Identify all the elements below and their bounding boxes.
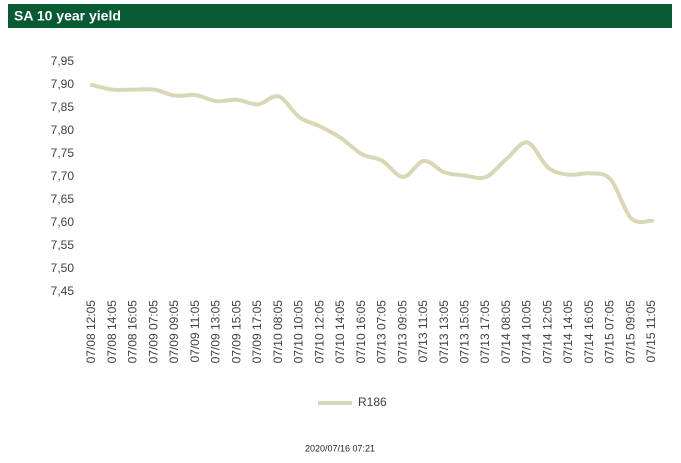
y-tick-label: 7,75 [51, 146, 75, 160]
x-tick-label: 07/14 12:05 [540, 300, 554, 364]
series-line [90, 83, 654, 225]
x-tick-label: 07/13 15:05 [458, 300, 472, 364]
x-tick-label: 07/14 16:05 [582, 300, 596, 364]
x-tick-label: 07/14 14:05 [561, 300, 575, 364]
x-tick-label: 07/14 08:05 [499, 300, 513, 364]
y-tick-label: 7,90 [51, 77, 75, 91]
x-tick-label: 07/15 11:05 [644, 300, 658, 363]
x-tick-label: 07/09 11:05 [188, 300, 202, 363]
x-tick-label: 07/09 17:05 [250, 300, 264, 364]
y-tick-label: 7,95 [51, 54, 75, 68]
x-tick-label: 07/10 14:05 [333, 300, 347, 364]
y-tick-label: 7,55 [51, 238, 75, 252]
y-tick-label: 7,70 [51, 169, 75, 183]
x-tick-label: 07/09 07:05 [146, 300, 160, 364]
x-tick-label: 07/10 10:05 [292, 300, 306, 364]
y-tick-label: 7,60 [51, 215, 75, 229]
x-tick-label: 07/13 17:05 [478, 300, 492, 364]
x-tick-label: 07/13 13:05 [437, 300, 451, 364]
x-tick-label: 07/13 11:05 [416, 300, 430, 363]
y-tick-label: 7,85 [51, 100, 75, 114]
y-tick-label: 7,80 [51, 123, 75, 137]
y-tick-label: 7,45 [51, 284, 75, 298]
x-tick-label: 07/08 16:05 [126, 300, 140, 364]
header-bar [8, 4, 672, 28]
x-tick-label: 07/08 14:05 [105, 300, 119, 364]
footer-timestamp: 2020/07/16 07:21 [305, 443, 375, 453]
x-tick-label: 07/09 09:05 [167, 300, 181, 364]
x-tick-label: 07/10 12:05 [312, 300, 326, 364]
x-tick-label: 07/14 10:05 [520, 300, 534, 364]
x-tick-label: 07/09 15:05 [229, 300, 243, 364]
chart-title: SA 10 year yield [14, 8, 121, 24]
y-tick-label: 7,50 [51, 261, 75, 275]
x-tick-label: 07/10 16:05 [354, 300, 368, 364]
x-tick-label: 07/15 09:05 [623, 300, 637, 364]
x-tick-label: 07/09 13:05 [209, 300, 223, 364]
x-tick-label: 07/10 08:05 [271, 300, 285, 364]
x-tick-label: 07/13 07:05 [375, 300, 389, 364]
x-tick-label: 07/13 09:05 [395, 300, 409, 364]
x-tick-label: 07/08 12:05 [84, 300, 98, 364]
y-tick-label: 7,65 [51, 192, 75, 206]
x-tick-label: 07/15 07:05 [603, 300, 617, 364]
legend-label: R186 [358, 395, 387, 409]
